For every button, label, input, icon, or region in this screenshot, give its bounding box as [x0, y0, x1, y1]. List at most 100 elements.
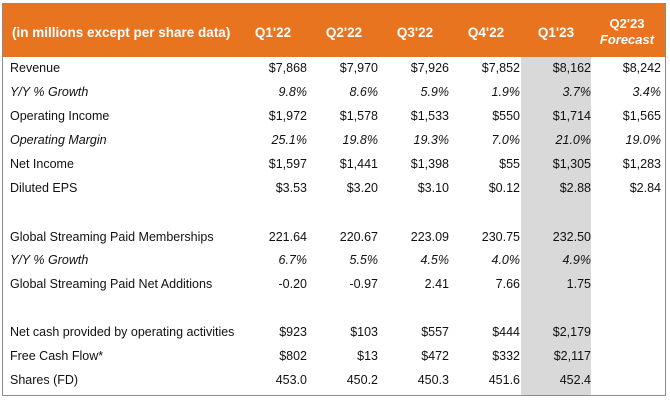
header-units-label: (in millions except per share data) [12, 25, 231, 40]
table-row: Revenue $7,868 $7,970 $7,926 $7,852 $8,162 $8,… [3, 57, 665, 79]
table-row: Net Income $1,597 $1,441 $1,398 $55 $1,305 $1,… [3, 153, 665, 175]
cell-q3-22: $472 [421, 349, 449, 363]
cell-q2-22: -0.97 [349, 277, 379, 291]
table-row: Y/Y % Growth 6.7% 5.5% 4.5% 4.0% 4.9% [3, 249, 665, 271]
row-label: Global Streaming Paid Memberships [10, 230, 214, 244]
cell-q1-23: 4.9% [562, 253, 592, 267]
cell-q4-22: 7.66 [495, 277, 520, 291]
cell-q1-22: $802 [279, 349, 307, 363]
cell-q1-22: 221.64 [268, 230, 307, 244]
cell-q3-22: $557 [421, 325, 449, 339]
cell-q1-22: -0.20 [278, 277, 308, 291]
cell-q4-22: 451.6 [488, 373, 520, 387]
cell-q1-23: 232.50 [552, 230, 591, 244]
cell-q2-22: $3.20 [346, 181, 378, 195]
cell-q2-22: $1,578 [339, 109, 378, 123]
cell-q4-22: $332 [492, 349, 520, 363]
cell-q3-22: $7,926 [410, 61, 449, 75]
cell-q1-23: 452.4 [559, 373, 591, 387]
row-label: Y/Y % Growth [10, 253, 89, 267]
cell-q1-23: 1.75 [566, 277, 591, 291]
table-row: Global Streaming Paid Memberships 221.64 2… [3, 226, 665, 248]
cell-q2-23-forecast: 19.0% [625, 133, 661, 147]
cell-q4-22: $55 [499, 157, 520, 171]
cell-q2-22: $103 [350, 325, 378, 339]
row-label: Free Cash Flow* [10, 349, 104, 363]
cell-q1-23: 21.0% [555, 133, 591, 147]
row-label: Diluted EPS [10, 181, 78, 195]
table-row: Diluted EPS $3.53 $3.20 $3.10 $0.12 $2.88 $2.8… [3, 177, 665, 199]
cell-q1-23: $8,162 [552, 61, 591, 75]
cell-q1-23: 3.7% [562, 85, 592, 99]
cell-q2-22: $13 [357, 349, 378, 363]
cell-q2-23-forecast: 3.4% [632, 85, 662, 99]
cell-q1-22: $7,868 [268, 61, 307, 75]
cell-q2-22: $1,441 [339, 157, 378, 171]
cell-q4-22: $550 [492, 109, 520, 123]
cell-q2-22: 19.8% [342, 133, 378, 147]
cell-q4-22: $7,852 [481, 61, 520, 75]
cell-q2-23-forecast: $8,242 [622, 61, 661, 75]
cell-q3-22: 450.3 [417, 373, 449, 387]
table-row: Y/Y % Growth 9.8% 8.6% 5.9% 1.9% 3.7% 3.4% [3, 81, 665, 103]
cell-q1-22: $3.53 [275, 181, 307, 195]
cell-q1-23: $2,117 [553, 349, 591, 363]
row-label: Shares (FD) [10, 373, 79, 387]
cell-q2-23-forecast: $1,565 [622, 109, 661, 123]
cell-q3-22: $3.10 [417, 181, 449, 195]
row-label: Global Streaming Paid Net Additions [10, 277, 213, 291]
cell-q1-22: $1,597 [268, 157, 307, 171]
row-label: Y/Y % Growth [10, 85, 89, 99]
table-row: Global Streaming Paid Net Additions -0.20… [3, 273, 665, 295]
cell-q4-22: $0.12 [488, 181, 520, 195]
table-row: Shares (FD) 453.0 450.2 450.3 451.6 452.4 [3, 369, 665, 391]
table-header: (in millions except per share data) Q1'2… [3, 4, 665, 57]
header-q2-23-forecast: Q2'23 Forecast [592, 16, 662, 48]
table-border [2, 3, 666, 396]
row-label: Net cash provided by operating activitie… [10, 325, 235, 339]
cell-q3-22: $1,533 [410, 109, 449, 123]
cell-q4-22: 230.75 [481, 230, 520, 244]
cell-q3-22: 2.41 [424, 277, 449, 291]
header-forecast-label: Forecast [599, 32, 655, 47]
table-row: Net cash provided by operating activitie… [3, 321, 665, 343]
q1-23-highlight-column [521, 56, 591, 395]
cell-q2-23-forecast: $2.84 [629, 181, 661, 195]
cell-q1-22: 9.8% [278, 85, 308, 99]
header-q4-22: Q4'22 [467, 25, 505, 40]
cell-q1-22: $1,972 [268, 109, 307, 123]
cell-q1-22: 25.1% [271, 133, 307, 147]
table-row: Operating Income $1,972 $1,578 $1,533 $550 $1… [3, 105, 665, 127]
cell-q2-22: 8.6% [349, 85, 379, 99]
cell-q1-22: 6.7% [278, 253, 308, 267]
table-row: Operating Margin 25.1% 19.8% 19.3% 7.0% 21.0%… [3, 129, 665, 151]
row-label: Operating Income [10, 109, 110, 123]
header-forecast-quarter: Q2'23 [609, 16, 645, 31]
cell-q4-22: $444 [492, 325, 520, 339]
cell-q1-22: 453.0 [275, 373, 307, 387]
cell-q2-22: $7,970 [339, 61, 378, 75]
cell-q3-22: $1,398 [410, 157, 449, 171]
cell-q3-22: 223.09 [410, 230, 449, 244]
header-q1-23: Q1'23 [537, 25, 575, 40]
cell-q1-23: $1,714 [552, 109, 591, 123]
cell-q3-22: 4.5% [420, 253, 450, 267]
cell-q3-22: 19.3% [413, 133, 449, 147]
table-row: Free Cash Flow* $802 $13 $472 $332 $2,117 [3, 345, 665, 367]
cell-q4-22: 4.0% [491, 253, 521, 267]
cell-q4-22: 7.0% [491, 133, 521, 147]
cell-q1-23: $2,179 [552, 325, 591, 339]
header-q3-22: Q3'22 [396, 25, 434, 40]
cell-q2-22: 5.5% [349, 253, 379, 267]
header-q1-22: Q1'22 [254, 25, 292, 40]
row-label: Revenue [10, 61, 61, 75]
cell-q2-22: 220.67 [339, 230, 378, 244]
cell-q2-22: 450.2 [346, 373, 378, 387]
header-q2-22: Q2'22 [325, 25, 363, 40]
row-label: Net Income [10, 157, 74, 171]
cell-q3-22: 5.9% [420, 85, 450, 99]
row-label: Operating Margin [10, 133, 107, 147]
cell-q4-22: 1.9% [491, 85, 521, 99]
cell-q1-23: $2.88 [559, 181, 591, 195]
cell-q2-23-forecast: $1,283 [622, 157, 661, 171]
